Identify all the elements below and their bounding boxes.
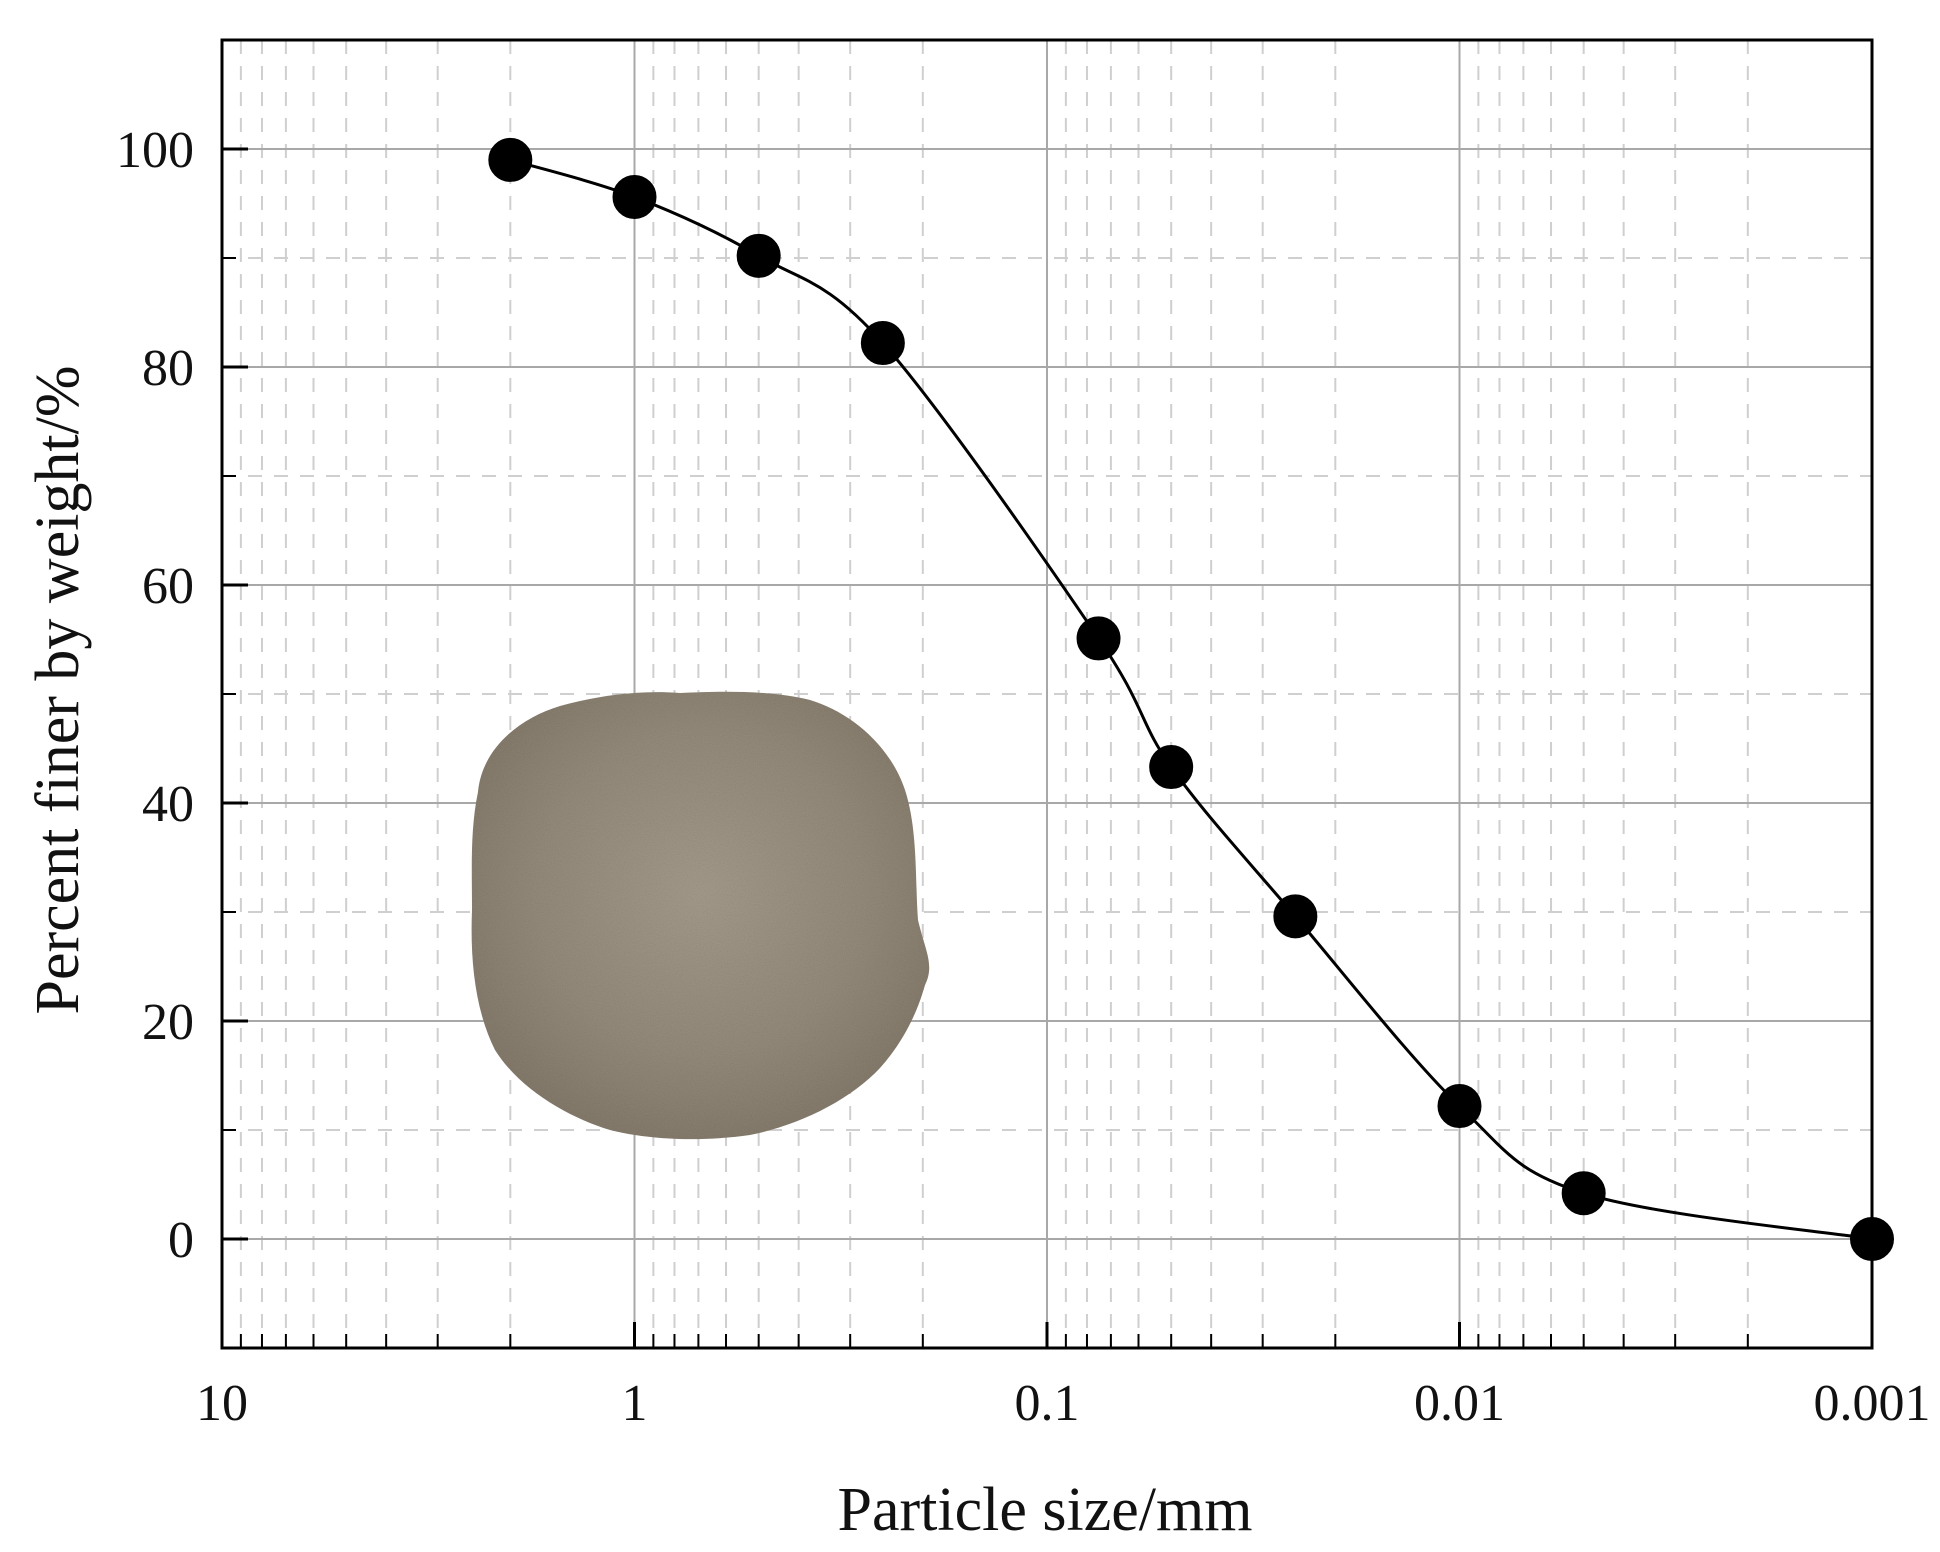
axis-ticks: [220, 147, 1874, 1348]
y-tick-label: 40: [142, 776, 194, 833]
data-point: [1273, 894, 1318, 939]
y-tick-label: 100: [116, 122, 194, 179]
x-tick-label: 0.01: [1414, 1375, 1505, 1432]
data-point: [1076, 616, 1121, 661]
data-point: [488, 137, 533, 182]
x-tick-label: 0.1: [1015, 1375, 1080, 1432]
data-points: [488, 137, 1894, 1261]
data-point: [1561, 1171, 1606, 1216]
y-axis-label: Percent finer by weight/%: [24, 365, 92, 1014]
fit-curve: [509, 158, 1873, 1241]
x-axis-label: Particle size/mm: [838, 1476, 1253, 1544]
data-point: [1437, 1084, 1482, 1129]
x-tick-label: 10: [196, 1375, 248, 1432]
y-tick-labels: 0 20 40 60 80 100: [116, 122, 194, 1269]
data-point: [612, 174, 657, 219]
minor-grid: [222, 40, 1872, 1348]
y-tick-label: 80: [142, 340, 194, 397]
data-point: [860, 321, 905, 366]
y-tick-label: 0: [168, 1212, 194, 1269]
x-tick-labels: 10 1 0.1 0.01 0.001: [196, 1375, 1931, 1432]
data-point: [736, 233, 781, 278]
data-point: [1149, 745, 1194, 790]
y-tick-label: 60: [142, 558, 194, 615]
x-tick-label: 0.001: [1814, 1375, 1931, 1432]
x-tick-label: 1: [622, 1375, 648, 1432]
soil-powder-photo: [471, 691, 930, 1140]
y-tick-label: 20: [142, 994, 194, 1051]
